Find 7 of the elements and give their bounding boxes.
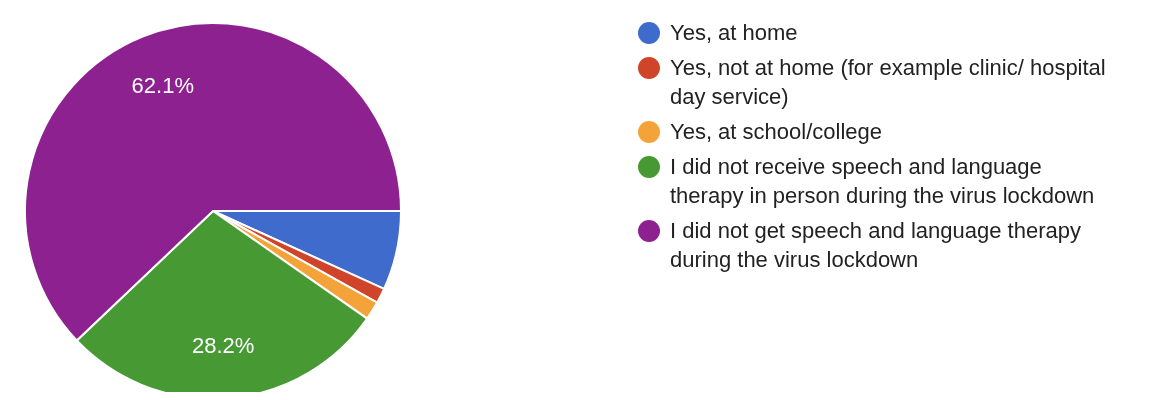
legend-label: I did not receive speech and language therapy in person during the virus lockdown [670,153,1096,210]
legend-label: Yes, at home [670,19,799,47]
data-label: 62.1% [131,72,194,98]
legend-label: Yes, at school/college [670,118,883,146]
legend-label: I did not get speech and language therapy during the virus lockdown [670,217,1082,274]
legend-label: Yes, not at home (for example clinic/ hospital day service) [670,54,1107,111]
data-label: 28.2% [192,333,255,359]
